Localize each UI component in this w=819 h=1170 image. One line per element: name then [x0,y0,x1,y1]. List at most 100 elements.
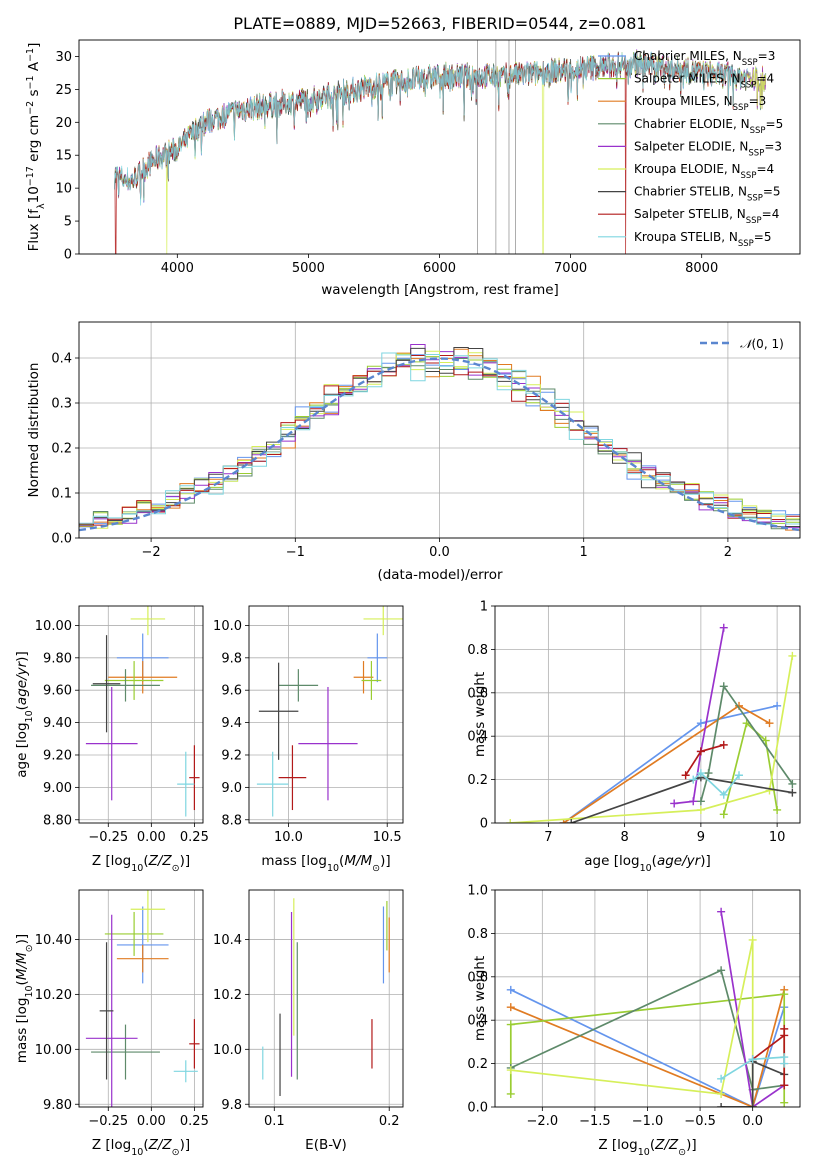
x-axis-label: Z [log10(Z/Z⊙)] [598,1137,696,1158]
error-bar-point [85,914,138,1107]
x-tick-label: 8000 [685,261,718,276]
mass-weight-line [563,704,770,823]
x-tick-label: 9 [697,830,705,845]
mass-weight-marker [780,1098,789,1107]
y-tick-label: 1 [480,600,488,615]
weight-vs-age-frame [494,605,801,824]
age-vs-mass-plot-area [256,606,403,817]
mass-weight-marker [717,1074,726,1083]
residuals-frame [78,321,801,539]
mass-weight-line [510,655,794,823]
x-tick-label: −2.0 [527,1114,559,1129]
weight-vs-age-panel: 7 8 9 10 0 0.2 0.4 0.6 0.8 1 age [log10(age/yr)] ma… [467,600,801,874]
error-bar-point [353,661,374,694]
legend-label: Salpeter ELODIE, NSSP=3 [634,139,782,158]
y-tick-label: 10.40 [35,933,72,948]
mass-weight-line [510,989,786,1107]
mass-weight-marker [719,740,728,749]
y-tick-label: 0.8 [467,927,488,942]
residual-histogram [79,347,800,528]
residuals-panel: −2 −1 0.0 1 2 0.0 0.1 0.2 0.3 0.4 𝒩(0, 1) (data-mod… [26,321,801,583]
y-axis-label: age [log10(age/yr)] [14,651,35,777]
x-tick-label: 0.0 [742,1114,763,1129]
y-tick-label: 0.4 [467,730,488,745]
mass-weight-marker [696,797,705,806]
error-bar-point [130,606,166,636]
y-axis-label: Normed distribution [26,363,42,498]
y-axis-label: Flux [fλ10−17 erg cm−2 s−1 A−1] [25,43,47,252]
x-tick-label: 5000 [292,261,325,276]
mass-weight-marker [773,701,782,710]
legend-label: Chabrier STELIB, NSSP=5 [634,185,781,204]
x-tick-label: 7000 [554,261,587,276]
mass-weight-marker [681,771,690,780]
mass-weight-marker [719,810,728,819]
y-tick-label: 25 [55,83,72,98]
mass-weight-marker [506,819,515,823]
x-tick-label: 10.5 [373,830,402,845]
mass-weight-marker [717,907,726,916]
y-tick-label: 9.4 [221,716,242,731]
x-tick-label: 10 [769,830,786,845]
y-tick-label: 5 [64,215,72,230]
y-tick-label: 15 [55,149,72,164]
mass-vs-Z-panel: −0.25 0.00 0.25 9.80 10.00 10.20 10.40 Z [log10… [14,889,209,1158]
y-tick-label: 0.2 [467,773,488,788]
residuals-plot-area [79,344,800,532]
y-tick-label: 10.00 [35,1043,72,1058]
mass-weight-marker [567,819,576,823]
y-axis-label: mass weight [472,956,488,1041]
normal-reference-curve [79,357,800,532]
mass-weight-marker [696,719,705,728]
mass-weight-marker [696,805,705,814]
weight-vs-Z-frame [494,889,801,1108]
mass-weight-line [510,939,754,1107]
age-vs-Z-panel: −0.25 0.00 0.25 8.80 9.00 9.20 9.40 9.60 9.80 10.… [14,605,209,874]
mass-weight-line [692,771,740,797]
y-tick-label: 0.4 [467,1014,488,1029]
x-axis-label: wavelength [Angstrom, rest frame] [321,282,559,298]
mass-weight-marker [559,819,568,823]
x-axis-label: mass [log10(M/M⊙)] [261,853,390,874]
spectrum-frame [78,39,801,255]
x-tick-label: 1 [580,545,588,560]
x-tick-label: 0.1 [264,1114,285,1129]
y-tick-label: 10.2 [213,988,242,1003]
mass-weight-marker [788,651,797,660]
x-tick-label: 2 [724,545,732,560]
y-tick-label: 9.2 [221,748,242,763]
x-tick-label: −1.5 [579,1114,611,1129]
mass-weight-marker [773,805,782,814]
y-tick-label: 9.8 [221,651,242,666]
mass-vs-Z-plot-area [85,890,200,1107]
y-tick-label: 10.0 [213,1043,242,1058]
x-tick-label: 0.00 [137,1114,166,1129]
mass-weight-marker [735,771,743,780]
mass-vs-EBV-frame [248,889,404,1108]
mass-weight-line [684,744,725,776]
mass-weight-marker [506,1089,515,1098]
error-bar-point [130,890,166,943]
error-bar-point [258,662,299,760]
y-tick-label: 9.8 [221,1098,242,1113]
y-tick-label: 0.8 [467,643,488,658]
x-axis-label: Z [log10(Z/Z⊙)] [92,853,190,874]
y-tick-label: 9.20 [43,748,72,763]
mass-weight-marker [689,797,698,806]
error-bar-point [189,1019,200,1069]
y-tick-label: 1.0 [467,884,488,899]
mass-weight-marker [748,1103,757,1107]
x-tick-label: 0.0 [429,545,450,560]
y-tick-label: 9.80 [43,1098,72,1113]
spectrum-panel: 4000 5000 6000 7000 8000 0 5 10 15 20 25 30 Chabrier… [25,39,801,298]
mass-weight-line [721,1060,785,1107]
age-vs-mass-frame [248,605,404,824]
mass-weight-marker [719,682,728,691]
error-bar-point [91,669,160,702]
mass-weight-marker [506,1066,515,1075]
y-tick-label: 9.00 [43,781,72,796]
y-tick-label: 30 [55,50,72,65]
y-tick-label: 0.6 [467,686,488,701]
legend-label: Salpeter STELIB, NSSP=4 [634,207,779,226]
x-tick-label: 10.0 [274,830,303,845]
